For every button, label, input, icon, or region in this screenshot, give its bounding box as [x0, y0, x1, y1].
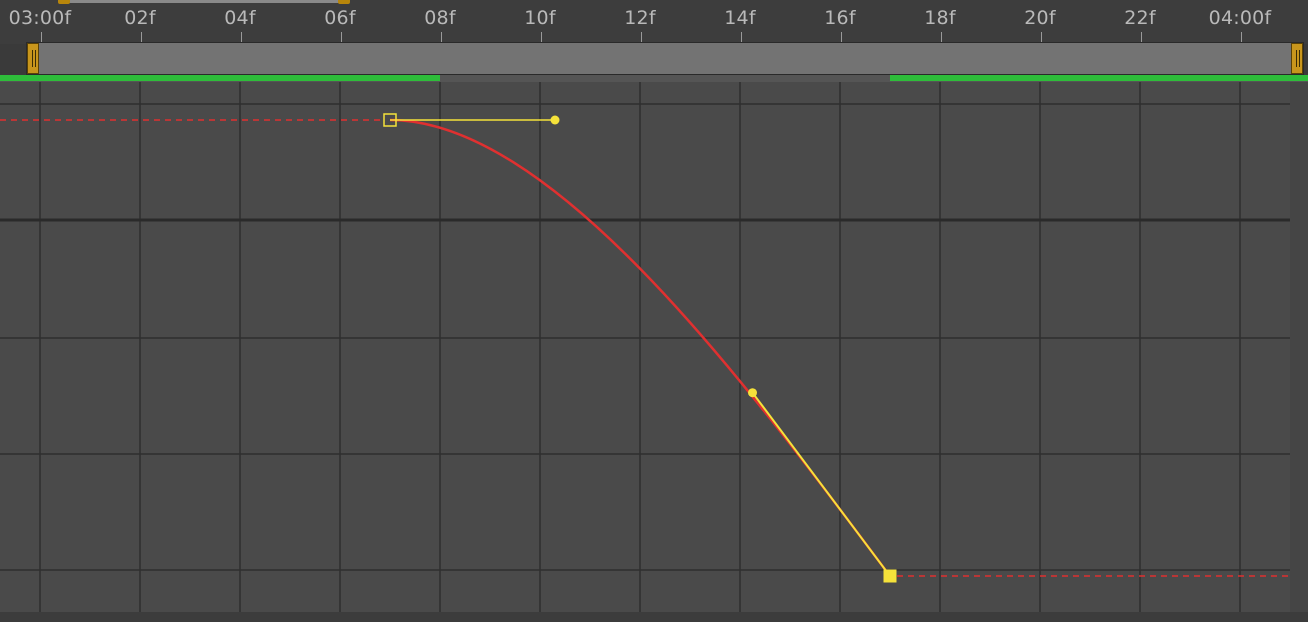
graph-bottom-strip: [0, 612, 1308, 622]
in-tangent-handle[interactable]: [748, 388, 757, 398]
ruler-tick-mark: [841, 32, 842, 42]
ruler-tick-mark: [541, 32, 542, 42]
ruler-tick-label: 10f: [524, 7, 556, 29]
ruler-tick-mark: [341, 32, 342, 42]
ruler-tick-mark: [141, 32, 142, 42]
time-navigator-start-handle[interactable]: [27, 43, 39, 74]
graph-area[interactable]: [0, 82, 1290, 612]
ruler-tick-mark: [1141, 32, 1142, 42]
keyframe-end[interactable]: [883, 569, 897, 583]
time-navigator-end-handle[interactable]: [1291, 43, 1303, 74]
time-ruler[interactable]: 03:00f 02f 04f 06f 08f 10f 12f 14f 16f 18f 20f 22f 0…: [0, 0, 1308, 44]
out-tangent-handle[interactable]: [550, 115, 560, 125]
nav-handle-grip-icon: [32, 50, 36, 67]
ruler-tick-label: 16f: [824, 7, 856, 29]
ruler-tick-label: 22f: [1124, 7, 1156, 29]
time-navigator[interactable]: [26, 42, 1304, 75]
work-area-fill: [68, 0, 340, 3]
ruler-tick-label: 18f: [924, 7, 956, 29]
graph-grid: [0, 82, 1290, 612]
ruler-tick-label: 06f: [324, 7, 356, 29]
in-tangent-line: [751, 392, 891, 577]
ruler-tick-mark: [741, 32, 742, 42]
ruler-tick-mark: [241, 32, 242, 42]
graph-side-strip: [1290, 82, 1308, 612]
ruler-tick-mark: [41, 32, 42, 42]
ruler-tick-mark: [1041, 32, 1042, 42]
ruler-tick-mark: [941, 32, 942, 42]
work-area-start-handle[interactable]: [58, 0, 70, 4]
ruler-tick-mark: [641, 32, 642, 42]
ruler-tick-label: 04f: [224, 7, 256, 29]
ruler-tick-mark: [441, 32, 442, 42]
ruler-tick-mark: [1241, 32, 1242, 42]
value-graph[interactable]: [0, 82, 1290, 612]
ruler-tick-label: 04:00f: [1208, 7, 1272, 29]
ruler-tick-label: 02f: [124, 7, 156, 29]
ruler-tick-label: 12f: [624, 7, 656, 29]
cache-segment-cached: [0, 75, 440, 81]
work-area-end-handle[interactable]: [338, 0, 350, 4]
ruler-tick-label: 03:00f: [8, 7, 72, 29]
nav-handle-grip-icon: [1296, 50, 1300, 67]
render-cache-bar: [0, 75, 1308, 82]
ruler-tick-label: 08f: [424, 7, 456, 29]
cache-segment-uncached: [440, 75, 890, 81]
cache-segment-cached: [890, 75, 1308, 81]
ruler-tick-label: 20f: [1024, 7, 1056, 29]
work-area-bar[interactable]: [58, 0, 350, 4]
ruler-tick-label: 14f: [724, 7, 756, 29]
keyframe-start[interactable]: [383, 113, 397, 127]
